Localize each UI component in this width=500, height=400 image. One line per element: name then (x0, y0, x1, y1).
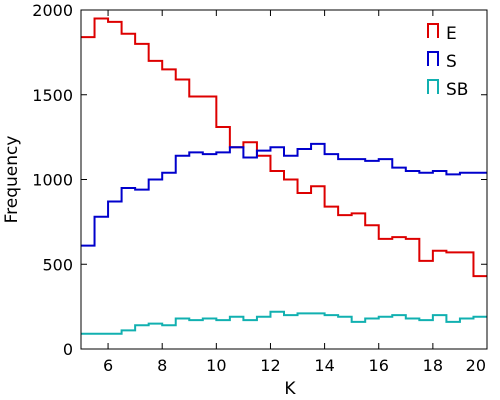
legend: ES SB (427, 23, 468, 100)
x-tick-label: 8 (157, 356, 167, 375)
x-tick-label: 20 (466, 356, 486, 375)
y-tick-label: 1500 (32, 86, 73, 105)
x-tick-label: 6 (103, 356, 113, 375)
x-tick-label: 12 (260, 356, 280, 375)
legend-label-e: E (446, 24, 457, 44)
y-tick-label: 1000 (32, 171, 73, 190)
y-tick-label: 500 (42, 255, 73, 274)
series-line-sb (81, 310, 487, 335)
x-tick-label: 14 (314, 356, 334, 375)
x-tick-label: 16 (369, 356, 389, 375)
y-tick-label: 2000 (32, 1, 73, 20)
legend-swatch-s (427, 51, 439, 66)
series-line-s (81, 142, 487, 247)
x-axis-title: K (284, 379, 296, 399)
legend-swatch-e (427, 23, 439, 38)
series-line-e (81, 17, 487, 278)
legend-label-sb: SB (446, 80, 468, 100)
axes-layer: 6 8 10 12 14 16 18 20 0 500 1000 1500 2000 (32, 1, 488, 375)
y-tick-label: 0 (63, 340, 73, 359)
legend-label-s: S (446, 52, 457, 72)
series-layer (81, 17, 487, 335)
x-tick-label: 10 (206, 356, 226, 375)
legend-swatch-sb (427, 79, 439, 94)
y-axis-title: Frequency (2, 136, 22, 224)
x-tick-label: 18 (423, 356, 443, 375)
